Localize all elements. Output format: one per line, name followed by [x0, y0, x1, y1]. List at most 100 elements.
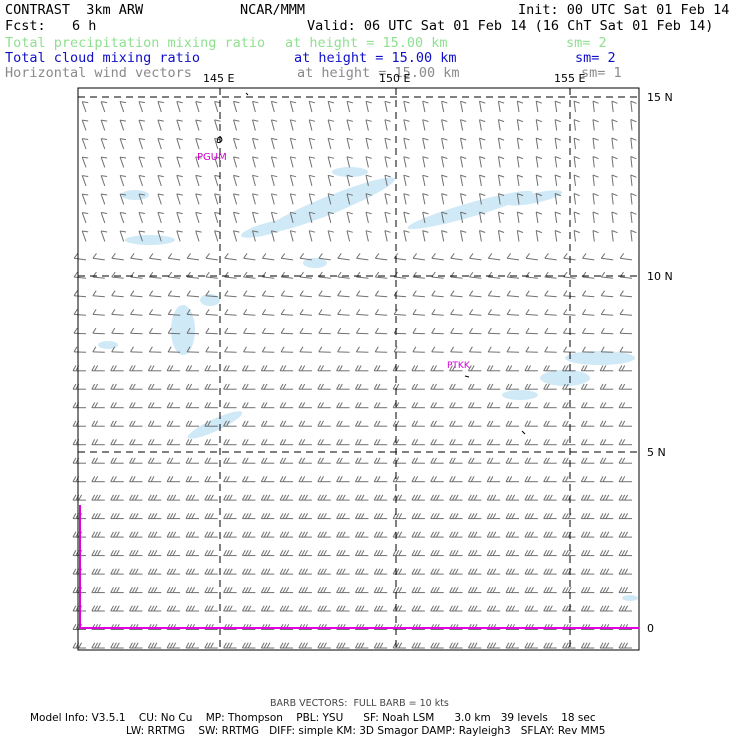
wind-barb-shaft: [441, 230, 445, 242]
wind-barb-flag: [403, 193, 410, 196]
wind-barb-flag: [498, 230, 505, 233]
wind-barb-flag: [166, 550, 171, 556]
wind-barb-flag: [129, 642, 133, 649]
wind-barb-flag: [392, 605, 397, 612]
wind-barb-flag: [354, 531, 359, 538]
wind-barb-flag: [506, 290, 511, 296]
wind-barb-flag: [524, 568, 529, 575]
wind-barb-flag: [113, 531, 117, 538]
wind-barb-flag: [505, 383, 510, 390]
wind-barb-flag: [479, 137, 486, 141]
wind-barb-flag: [150, 642, 155, 649]
wind-barb-shaft: [119, 175, 125, 187]
wind-barb-flag: [134, 513, 139, 519]
wind-barb-flag: [101, 156, 108, 159]
wind-barb-flag: [207, 476, 211, 482]
wind-barb-flag: [341, 531, 346, 538]
wind-barb-flag: [460, 230, 467, 233]
wind-barb-flag: [244, 383, 249, 390]
wind-barb-flag: [120, 138, 127, 141]
wind-barb-shaft: [119, 101, 125, 113]
wind-barb-flag: [562, 383, 566, 390]
wind-barb-flag: [417, 494, 421, 501]
wind-barb-shaft: [157, 175, 162, 187]
wind-barb-shaft: [243, 332, 256, 335]
wind-barb-flag: [243, 253, 248, 259]
wind-barb-shaft: [573, 193, 576, 205]
wind-barb-flag: [544, 290, 549, 296]
wind-barb-flag: [433, 402, 437, 408]
wind-barb-flag: [153, 605, 158, 612]
wind-barb-flag: [470, 383, 475, 390]
wind-barb-flag: [611, 156, 618, 160]
cloud-patch: [98, 341, 118, 349]
cloud-patch: [332, 167, 368, 177]
wind-barb-flag: [131, 476, 136, 482]
wind-barb-flag: [204, 513, 209, 519]
wind-barb-flag: [354, 457, 359, 464]
wind-barb-flag: [379, 642, 384, 649]
wind-barb-flag: [543, 531, 548, 538]
wind-barb-flag: [373, 402, 378, 408]
wind-barb-flag: [188, 513, 193, 519]
wind-barb-flag: [450, 253, 455, 259]
wind-barb-flag: [191, 550, 196, 556]
wind-barb-flag: [530, 513, 534, 519]
wind-barb-flag: [548, 550, 553, 556]
wind-barb-flag: [210, 605, 214, 612]
wind-barb-flag: [78, 642, 83, 649]
wind-barb-shaft: [497, 138, 501, 150]
wind-barb-flag: [489, 383, 494, 390]
wind-barb-shaft: [630, 174, 633, 186]
wind-barb-flag: [91, 531, 96, 538]
wind-barb-shaft: [479, 119, 482, 131]
wind-barb-flag: [441, 137, 448, 141]
wind-barb-flag: [210, 513, 214, 519]
wind-barb-flag: [320, 420, 324, 427]
wind-barb-shaft: [460, 101, 464, 113]
wind-barb-flag: [630, 119, 637, 123]
wind-barb-flag: [505, 476, 510, 482]
wind-barb-flag: [414, 365, 419, 372]
wind-barb-shaft: [308, 101, 313, 113]
wind-barb-flag: [304, 587, 308, 593]
wind-barb-flag: [91, 476, 96, 482]
wind-barb-shaft: [450, 276, 463, 279]
wind-barb-flag: [548, 568, 553, 575]
wind-barb-flag: [223, 402, 227, 408]
wind-barb-shaft: [233, 138, 238, 150]
wind-barb-flag: [226, 402, 230, 408]
wind-barb-flag: [460, 100, 467, 104]
wind-barb-flag: [263, 587, 268, 593]
wind-barb-flag: [563, 290, 568, 296]
wind-barb-shaft: [516, 119, 520, 131]
wind-barb-flag: [223, 513, 227, 519]
wind-barb-flag: [223, 457, 227, 464]
wind-barb-flag: [191, 513, 196, 519]
wind-barb-flag: [280, 253, 286, 259]
wind-barb-flag: [365, 193, 372, 196]
wind-barb-shaft: [441, 138, 445, 150]
wind-barb-flag: [290, 211, 297, 215]
wind-barb-flag: [317, 365, 322, 372]
wind-barb-flag: [498, 119, 505, 123]
wind-barb-flag: [110, 513, 114, 519]
wind-barb-flag: [260, 476, 265, 482]
wind-barb-flag: [468, 346, 473, 353]
wind-barb-flag: [341, 494, 346, 501]
wind-barb-flag: [621, 513, 626, 519]
wind-barb-flag: [530, 587, 534, 593]
wind-barb-shaft: [74, 276, 87, 279]
wind-barb-flag: [460, 119, 467, 122]
wind-barb-flag: [449, 457, 453, 464]
wind-barb-flag: [403, 156, 410, 159]
wind-barb-shaft: [497, 175, 501, 186]
wind-barb-shaft: [535, 101, 539, 113]
wind-barb-flag: [263, 531, 268, 538]
wind-barb-flag: [357, 494, 362, 501]
wind-barb-flag: [223, 365, 227, 372]
wind-barb-shaft: [601, 276, 614, 279]
wind-barb-flag: [449, 513, 453, 519]
wind-barb-flag: [129, 439, 133, 445]
wind-barb-flag: [417, 642, 421, 649]
